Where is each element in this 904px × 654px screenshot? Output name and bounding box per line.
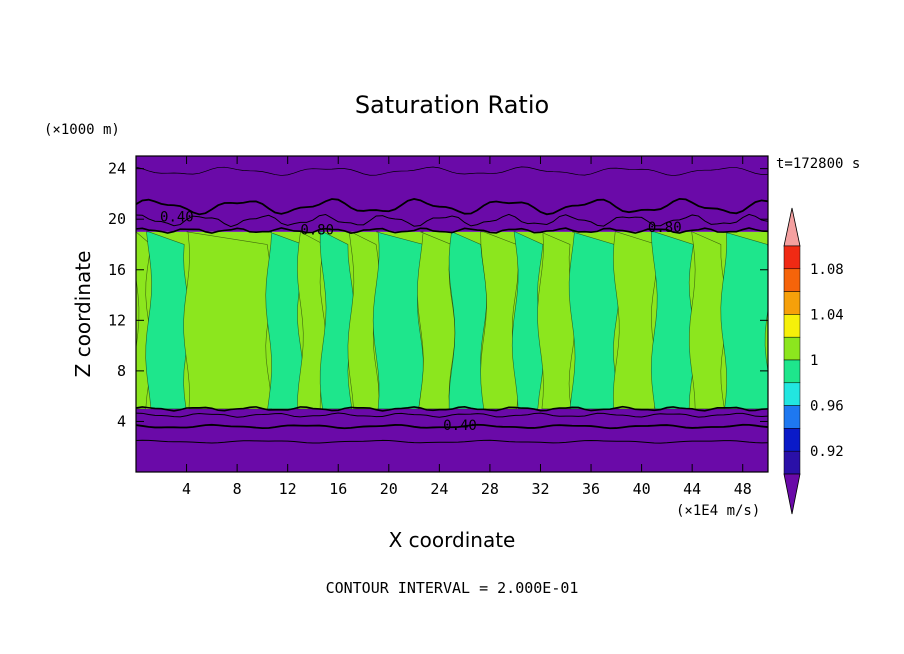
y-tick-label-3: 16 xyxy=(108,261,126,279)
colorbar-swatch-5 xyxy=(783,359,801,384)
saturation-column-15 xyxy=(650,231,696,410)
x-axis-title: X coordinate xyxy=(389,528,516,552)
y-tick-label-4: 20 xyxy=(108,210,126,228)
contour-line-0 xyxy=(136,197,768,216)
contour-line-5 xyxy=(136,412,768,418)
chart-title: Saturation Ratio xyxy=(355,91,549,119)
colorbar-swatch-7 xyxy=(783,314,801,338)
x-tick-label-9: 40 xyxy=(633,480,651,498)
x-tick-label-11: 48 xyxy=(734,480,752,498)
x-tick-label-10: 44 xyxy=(683,480,701,498)
colorbar-swatch-1 xyxy=(783,450,801,475)
saturation-column-13 xyxy=(568,231,620,410)
contour-line-4 xyxy=(136,405,768,412)
x-tick-label-5: 24 xyxy=(430,480,448,498)
contour-line-6 xyxy=(136,423,768,430)
y-units-label: (×1000 m) xyxy=(44,122,120,138)
layer-band-2 xyxy=(136,156,768,232)
saturation-column-1 xyxy=(145,231,190,410)
x-tick-label-3: 16 xyxy=(329,480,347,498)
y-axis-title: Z coordinate xyxy=(71,251,95,378)
colorbar-swatch-6 xyxy=(783,336,801,361)
x-tick-label-6: 28 xyxy=(481,480,499,498)
contour-label-0: 0.40 xyxy=(160,210,194,226)
colorbar-swatch-3 xyxy=(783,405,801,429)
saturation-column-14 xyxy=(613,231,658,410)
colorbar-swatch-2 xyxy=(783,428,801,452)
y-tick-label-5: 24 xyxy=(108,160,126,178)
plot-area xyxy=(136,156,768,472)
x-tick-label-8: 36 xyxy=(582,480,600,498)
contour-line-1 xyxy=(136,213,768,228)
saturation-column-2 xyxy=(183,231,273,410)
x-tick-label-7: 32 xyxy=(531,480,549,498)
saturation-column-7 xyxy=(372,231,424,410)
y-tick-label-0: 4 xyxy=(117,412,126,430)
y-tick-label-1: 8 xyxy=(117,362,126,380)
colorbar xyxy=(783,207,801,515)
colorbar-swatch-10 xyxy=(783,245,801,270)
contour-line-3 xyxy=(136,166,768,176)
x-units-label: (×1E4 m/s) xyxy=(676,503,760,519)
x-tick-label-2: 12 xyxy=(279,480,297,498)
colorbar-swatch-9 xyxy=(783,268,801,292)
saturation-column-12 xyxy=(537,231,576,410)
contour-line-7 xyxy=(136,439,768,444)
colorbar-label-2: 1 xyxy=(810,353,818,369)
contour-label-1: 0.80 xyxy=(300,222,334,238)
colorbar-label-1: 0.96 xyxy=(810,399,844,415)
saturation-column-3 xyxy=(265,231,304,410)
x-tick-label-4: 20 xyxy=(380,480,398,498)
saturation-column-17 xyxy=(720,231,768,410)
contour-label-2: 0.80 xyxy=(648,220,682,236)
colorbar-swatch-4 xyxy=(783,382,801,406)
contour-line-2 xyxy=(136,227,768,234)
contour-label-3: 0.40 xyxy=(443,418,477,434)
x-tick-label-1: 8 xyxy=(233,480,242,498)
colorbar-swatch-8 xyxy=(783,291,801,315)
time-label: t=172800 s xyxy=(776,156,860,172)
colorbar-bottom-arrow xyxy=(783,473,801,515)
y-tick-label-2: 12 xyxy=(108,311,126,329)
plot-frame xyxy=(135,155,769,473)
saturation-column-11 xyxy=(511,231,544,410)
colorbar-top-arrow xyxy=(783,207,801,247)
saturation-column-10 xyxy=(480,231,519,410)
colorbar-label-4: 1.08 xyxy=(810,262,844,278)
saturation-column-8 xyxy=(417,231,456,410)
contour-interval-note: CONTOUR INTERVAL = 2.000E-01 xyxy=(326,579,579,597)
x-tick-label-0: 4 xyxy=(182,480,191,498)
colorbar-label-3: 1.04 xyxy=(810,307,844,323)
saturation-column-4 xyxy=(297,231,327,410)
colorbar-label-0: 0.92 xyxy=(810,444,844,460)
